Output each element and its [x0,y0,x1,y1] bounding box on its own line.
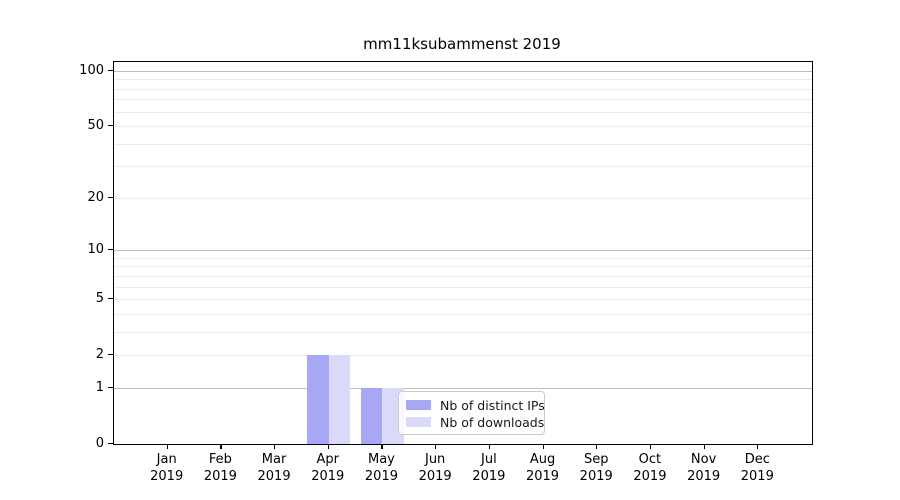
x-tick-label: Nov 2019 [687,452,721,484]
gridline-minor [114,99,812,101]
y-tick [108,70,113,72]
x-tick [703,444,705,449]
y-tick-label: 5 [95,291,104,307]
gridline-major [114,71,812,72]
gridline-minor [114,355,812,357]
bar-distinct-ips-apr [307,355,329,444]
gridline-minor [114,143,812,145]
y-tick-label: 10 [87,242,104,258]
gridline-minor [114,197,812,199]
y-tick [108,249,113,251]
gridline-minor [114,266,812,268]
legend-item-distinct-ips: Nb of distinct IPs [406,397,545,413]
x-tick [327,444,329,449]
y-tick-label: 20 [87,189,104,205]
x-tick [757,444,759,449]
y-tick [108,386,113,389]
x-tick-label: May 2019 [364,452,398,484]
gridline-minor [114,88,812,90]
gridline-minor [114,257,812,259]
x-tick-label: Oct 2019 [633,452,667,484]
x-tick [542,444,544,449]
gridline-minor [114,166,812,168]
legend-item-downloads: Nb of downloads [406,414,544,430]
chart-title: mm11ksubammenst 2019 [363,35,561,53]
plot-area: Nb of distinct IPs Nb of downloads [113,61,813,445]
y-tick-label: 0 [95,436,104,451]
y-tick [108,298,113,300]
bar-distinct-ips-may [360,387,383,444]
gridline-minor [114,126,812,128]
legend: Nb of distinct IPs Nb of downloads [398,391,545,435]
x-tick [435,444,437,449]
legend-swatch-distinct-ips [406,400,431,410]
y-tick-label: 2 [95,347,104,363]
gridline-minor [114,313,812,315]
x-tick [488,444,491,449]
gridline-minor [114,79,812,81]
gridline-minor [114,331,812,333]
legend-label-downloads: Nb of downloads [440,414,545,430]
gridline-major [114,250,812,252]
y-tick [108,125,113,127]
gridline-minor [114,275,812,277]
x-tick-label: Jun 2019 [418,452,452,484]
y-tick-label: 50 [87,118,104,134]
gridline-minor [114,286,812,288]
gridline-minor [114,111,812,113]
x-tick [274,444,276,449]
x-tick-label: Sep 2019 [579,452,613,484]
y-tick-label: 1 [95,379,104,395]
x-tick-label: Feb 2019 [203,452,237,484]
x-tick-label: Apr 2019 [311,452,345,484]
gridline-minor [114,299,812,301]
legend-label-distinct-ips: Nb of distinct IPs [440,397,545,413]
bar-downloads-apr [328,355,351,444]
x-tick [596,444,598,449]
x-tick-label: Jul 2019 [472,452,506,484]
x-tick-label: Mar 2019 [257,452,291,484]
x-tick-label: Aug 2019 [525,452,560,484]
x-tick-label: Jan 2019 [150,452,184,484]
x-tick-label: Dec 2019 [740,452,774,484]
y-tick [108,443,113,445]
x-tick [166,444,168,449]
y-tick-label: 100 [79,63,104,78]
y-tick [108,354,113,356]
x-tick [649,444,652,449]
gridline-major [114,387,812,389]
legend-swatch-downloads [406,417,431,427]
x-tick [381,444,383,449]
y-tick [108,196,113,199]
x-tick [220,444,222,449]
